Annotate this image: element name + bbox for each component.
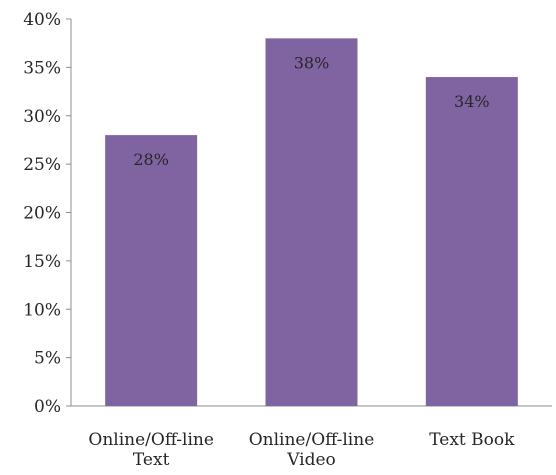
category-label: Text Book [429,430,515,450]
bar [105,135,198,406]
y-tick-label: 25% [23,155,61,175]
category-label: Online/Off-line Text [88,430,214,470]
category-label-line: Text Book [429,430,515,450]
bars [105,38,518,407]
data-labels: 28% 38% 34% [133,53,489,169]
y-tick-label: 5% [34,349,61,369]
category-label-line: Online/Off-line [88,430,214,450]
category-label: Online/Off-line Video [249,430,375,470]
y-tick-label: 35% [23,58,61,78]
bar [265,38,358,406]
y-tick-label: 30% [23,107,61,127]
y-axis: 0% 5% 10% 15% 20% 25% 30% 35% 40% [23,10,72,417]
bar-data-label: 38% [294,53,330,72]
y-tick-label: 15% [23,252,61,272]
y-tick-label: 0% [34,397,61,417]
category-label-line: Text [133,450,170,470]
y-tick-label: 40% [23,10,61,30]
bar [425,77,518,407]
y-tick-label: 20% [23,204,61,224]
category-label-line: Video [286,450,336,470]
bar-data-label: 34% [454,92,490,111]
bar-data-label: 28% [133,150,169,169]
category-label-line: Online/Off-line [249,430,375,450]
y-tick-label: 10% [23,300,61,320]
